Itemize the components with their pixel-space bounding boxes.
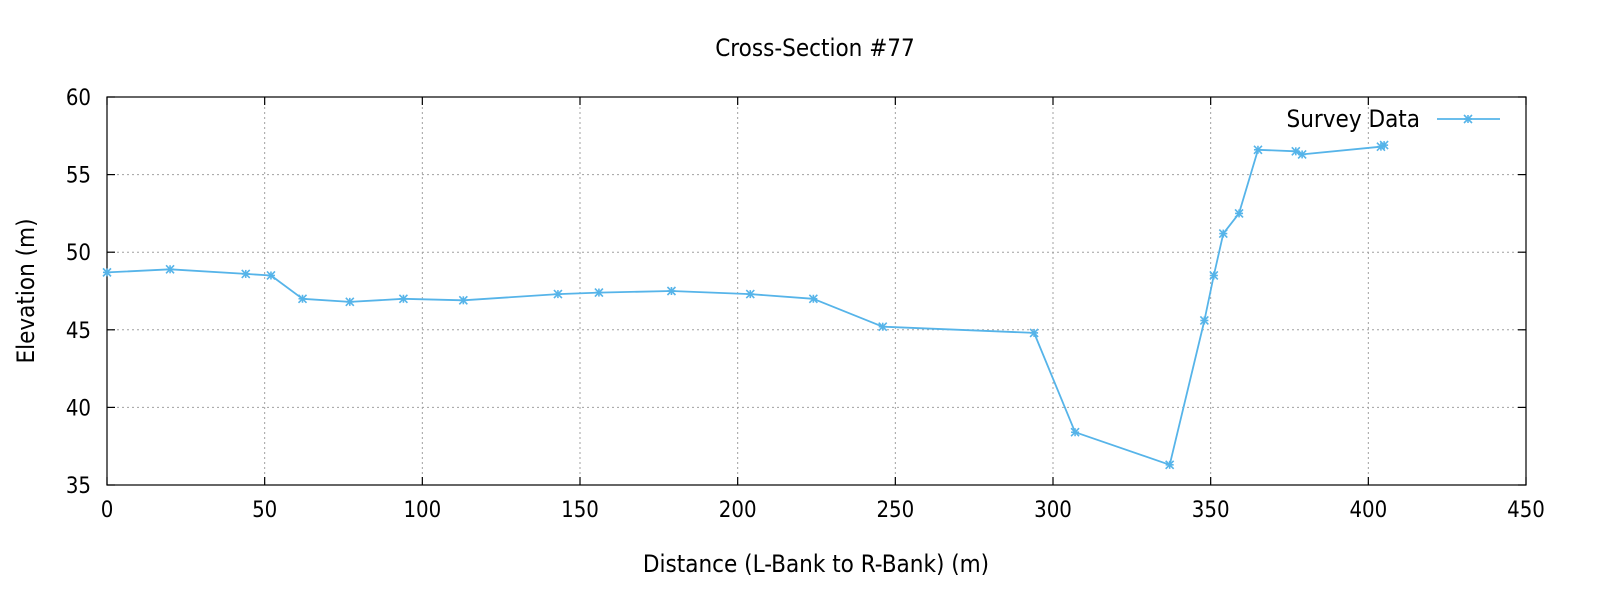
- data-point: [808, 294, 818, 304]
- data-point: [1029, 328, 1039, 338]
- legend: Survey Data: [1286, 105, 1500, 133]
- data-point: [297, 294, 308, 304]
- series-line-survey-data: [106, 144, 1385, 466]
- x-tick-label: 350: [1192, 498, 1230, 523]
- x-tick-label: 300: [1034, 498, 1072, 523]
- x-tick-label: 0: [101, 498, 114, 523]
- data-point: [1234, 208, 1244, 218]
- data-point: [1209, 270, 1219, 281]
- data-point: [1297, 149, 1307, 159]
- y-tick-label: 55: [66, 164, 91, 189]
- y-tick-label: 40: [66, 396, 91, 421]
- data-point: [1253, 145, 1263, 155]
- data-point: [458, 295, 468, 305]
- data-point: [745, 289, 755, 299]
- y-tick-label: 60: [66, 86, 91, 111]
- data-point: [1463, 114, 1473, 124]
- y-tick-label: 35: [66, 474, 91, 499]
- data-point: [1165, 460, 1175, 470]
- x-tick-label: 150: [561, 498, 599, 523]
- x-tick-label: 450: [1507, 498, 1545, 523]
- data-point: [1218, 229, 1228, 239]
- y-axis-label: Elevation (m): [12, 218, 40, 363]
- data-point: [878, 322, 888, 332]
- series-layer: [102, 140, 1389, 470]
- y-tick-label: 45: [66, 319, 91, 344]
- data-point: [398, 294, 408, 304]
- data-point: [553, 289, 563, 299]
- chart-title: Cross-Section #77: [715, 34, 915, 62]
- x-axis-label: Distance (L-Bank to R-Bank) (m): [643, 550, 989, 578]
- x-tick-label: 50: [252, 498, 277, 523]
- data-point: [594, 287, 604, 298]
- x-tick-label: 250: [876, 498, 914, 523]
- legend-marker: [1463, 114, 1473, 124]
- data-point: [666, 286, 677, 296]
- data-point: [102, 267, 112, 277]
- x-tick-label: 200: [719, 498, 757, 523]
- data-point: [1379, 140, 1389, 150]
- data-point: [1199, 315, 1209, 326]
- x-tick-label: 400: [1349, 498, 1387, 523]
- x-tick-label: 100: [403, 498, 441, 523]
- legend-label: Survey Data: [1286, 105, 1420, 133]
- y-tick-label: 50: [66, 241, 91, 266]
- data-point: [266, 270, 276, 281]
- ticks-layer: 0 50 100 150 200 250 300 350 400 450 35 40 45 50 55 60: [66, 86, 1545, 523]
- grid-layer: [107, 97, 1526, 485]
- data-point: [345, 297, 355, 307]
- data-point: [165, 264, 175, 274]
- data-point: [241, 269, 251, 279]
- plot-frame: [106, 96, 1527, 486]
- data-point: [1070, 427, 1080, 437]
